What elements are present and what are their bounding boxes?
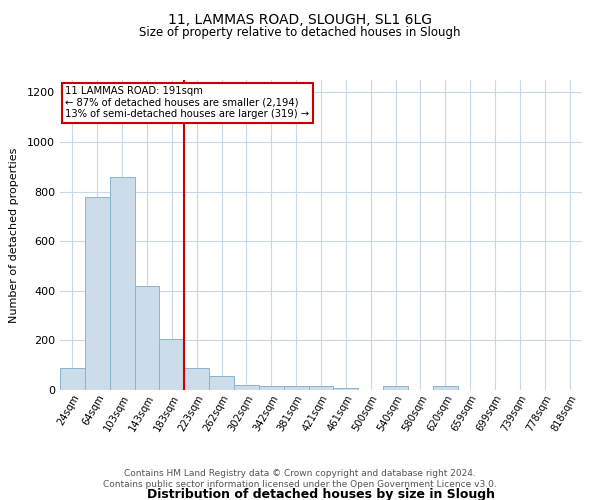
Text: Size of property relative to detached houses in Slough: Size of property relative to detached ho… — [139, 26, 461, 39]
Bar — [134, 286, 160, 390]
Bar — [234, 385, 259, 390]
Bar — [209, 376, 234, 390]
Bar — [110, 176, 134, 390]
Bar — [160, 339, 184, 390]
Text: 11 LAMMAS ROAD: 191sqm
← 87% of detached houses are smaller (2,194)
13% of semi-: 11 LAMMAS ROAD: 191sqm ← 87% of detached… — [65, 86, 310, 120]
Text: 11, LAMMAS ROAD, SLOUGH, SL1 6LG: 11, LAMMAS ROAD, SLOUGH, SL1 6LG — [168, 12, 432, 26]
Bar — [85, 196, 110, 390]
Bar — [184, 368, 209, 390]
Text: Contains HM Land Registry data © Crown copyright and database right 2024.: Contains HM Land Registry data © Crown c… — [124, 468, 476, 477]
X-axis label: Distribution of detached houses by size in Slough: Distribution of detached houses by size … — [147, 488, 495, 500]
Bar — [334, 388, 358, 390]
Text: Contains public sector information licensed under the Open Government Licence v3: Contains public sector information licen… — [103, 480, 497, 489]
Bar — [60, 368, 85, 390]
Bar — [284, 386, 308, 390]
Y-axis label: Number of detached properties: Number of detached properties — [8, 148, 19, 322]
Bar — [383, 386, 408, 390]
Bar — [259, 386, 284, 390]
Bar — [433, 386, 458, 390]
Bar — [308, 386, 334, 390]
